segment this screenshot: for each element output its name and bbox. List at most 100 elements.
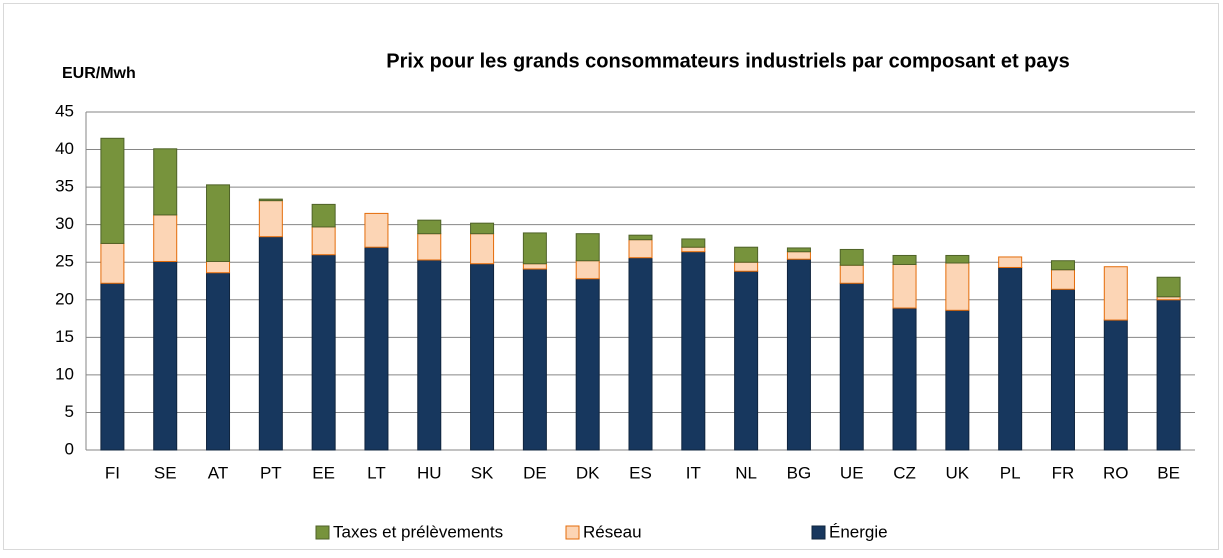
bar-segment [575,233,600,262]
y-tick-label: 25 [55,252,74,271]
x-tick-label: FR [1052,463,1075,482]
x-tick-label: FI [105,463,120,482]
x-tick-label: HU [417,463,442,482]
bar-segment [258,198,283,202]
bar-segment [311,254,336,451]
x-tick-label: AT [208,463,228,482]
bar-segment [892,263,917,309]
bar-segment [839,282,864,451]
y-tick-label: 0 [65,439,74,458]
legend-label: Énergie [829,522,888,541]
y-tick-label: 5 [65,402,74,421]
x-tick-label: SK [471,463,494,482]
bar-segment [628,234,653,241]
x-tick-label: DK [576,463,600,482]
bar-segment [945,262,970,311]
bar-segment [417,259,442,451]
x-tick-label: RO [1103,463,1129,482]
chart-title: Prix pour les grands consommateurs indus… [386,50,1070,72]
x-tick-label: UE [840,463,864,482]
y-axis-label: EUR/Mwh [62,65,136,82]
bar-segment [311,203,336,228]
x-tick-label: BG [787,463,812,482]
bar-segment [628,257,653,451]
bar-segment [364,246,389,451]
bar-segment [311,226,336,256]
bar-segment [998,266,1023,451]
x-tick-label: PL [1000,463,1021,482]
legend-swatch [315,525,330,540]
x-tick-label: EE [312,463,335,482]
bar-segment [470,263,495,451]
bar-segment [945,254,970,264]
bar-segment [892,254,917,265]
chart-frame [3,3,1219,550]
y-tick-label: 10 [55,364,74,383]
bar-segment [734,270,759,451]
bar-segment [206,260,231,274]
y-tick-label: 35 [55,177,74,196]
bar-segment [153,214,178,262]
bar-segment [153,260,178,451]
bar-segment [628,239,653,259]
bar-segment [522,263,547,270]
bar-segment [1103,266,1128,321]
bar-segment [153,148,178,216]
bar-segment [839,264,864,284]
x-tick-label: DE [523,463,547,482]
y-tick-label: 20 [55,289,74,308]
bar-segment [681,238,706,248]
bar-segment [1156,276,1181,298]
bar-segment [575,260,600,280]
bar-segment [575,278,600,451]
bar-segment [945,309,970,451]
bar-segment [1050,260,1075,271]
bar-segment [364,212,389,248]
bar-segment [258,236,283,451]
bar-segment [998,256,1023,268]
bar-segment [681,251,706,451]
y-tick-label: 30 [55,214,74,233]
x-tick-label: CZ [893,463,916,482]
bar-segment [100,242,125,284]
bar-segment [681,246,706,253]
bar-segment [734,246,759,263]
bar-segment [522,268,547,451]
legend-label: Réseau [583,522,642,541]
bar-segment [206,184,231,262]
bar-segment [1050,288,1075,451]
bar-segment [470,222,495,235]
y-tick-label: 45 [55,101,74,120]
bar-segment [734,261,759,272]
x-tick-label: UK [946,463,970,482]
legend-swatch [811,525,826,540]
bar-segment [786,251,811,260]
x-tick-label: IT [686,463,701,482]
bar-segment [100,282,125,451]
x-tick-label: BE [1157,463,1180,482]
bar-segment [1103,319,1128,451]
x-tick-label: ES [629,463,652,482]
bar-segment [100,137,125,244]
legend-swatch [565,525,580,540]
bar-segment [206,272,231,451]
x-tick-label: SE [154,463,177,482]
bar-segment [470,233,495,265]
bar-segment [417,233,442,261]
bar-segment [417,219,442,235]
bar-segment [258,200,283,238]
bar-segment [786,258,811,451]
x-tick-label: PT [260,463,282,482]
y-tick-label: 40 [55,139,74,158]
bar-segment [839,248,864,266]
x-tick-label: LT [367,463,386,482]
legend-label: Taxes et prélèvements [333,522,503,541]
bar-segment [1156,299,1181,451]
y-tick-label: 15 [55,327,74,346]
bar-segment [786,247,811,253]
bar-segment [1050,269,1075,290]
bar-segment [522,232,547,265]
bar-segment [892,307,917,451]
x-tick-label: NL [735,463,757,482]
